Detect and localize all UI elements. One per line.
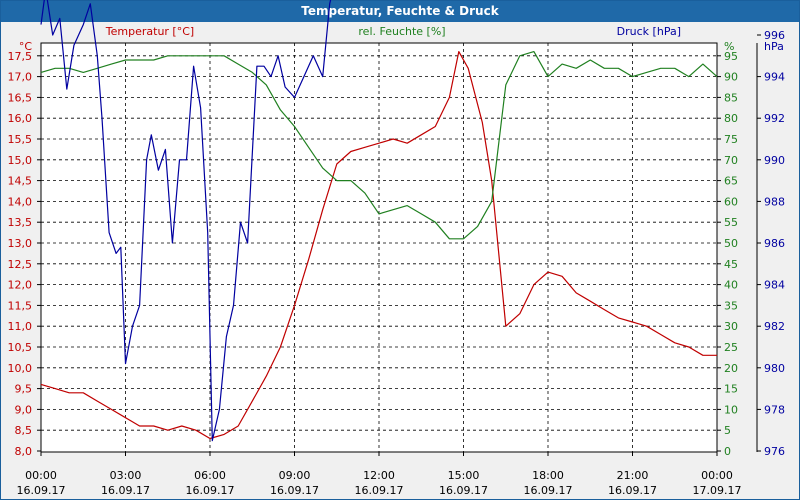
temperature-tick-label: 13,0 [8, 237, 33, 250]
temperature-tick-label: 15,5 [8, 133, 33, 146]
humidity-tick-label: 55 [724, 216, 738, 229]
pressure-tick-label: 994 [764, 71, 785, 84]
humidity-tick-label: 30 [724, 320, 738, 333]
pressure-tick-label: 984 [764, 279, 785, 292]
time-tick-label: 00:00 [701, 469, 733, 482]
temperature-unit: °C [19, 40, 33, 53]
pressure-tick-label: 988 [764, 195, 785, 208]
temperature-tick-label: 9,5 [15, 383, 33, 396]
time-tick-label: 12:00 [363, 469, 395, 482]
pressure-tick-label: 976 [764, 445, 785, 458]
date-tick-label: 16.09.17 [270, 484, 319, 497]
temperature-axis-title: Temperatur [°C] [105, 25, 194, 38]
pressure-tick-label: 978 [764, 403, 785, 416]
humidity-tick-label: 50 [724, 237, 738, 250]
date-tick-label: 16.09.17 [355, 484, 404, 497]
time-tick-label: 18:00 [532, 469, 564, 482]
humidity-tick-label: 20 [724, 362, 738, 375]
date-tick-label: 16.09.17 [608, 484, 657, 497]
humidity-series-line [40, 50, 718, 240]
humidity-axis: 0 5 10 15 20 25 30 35 40 45 50 55 60 65 70 75 80 85 90 95% [716, 40, 738, 458]
temperature-tick-label: 14,5 [8, 175, 33, 188]
humidity-tick-label: 45 [724, 258, 738, 271]
temperature-tick-label: 17,5 [8, 50, 33, 63]
humidity-tick-label: 15 [724, 383, 738, 396]
temperature-tick-label: 9,0 [15, 403, 33, 416]
temperature-tick-label: 10,5 [8, 341, 33, 354]
humidity-tick-label: 95 [724, 50, 738, 63]
date-tick-label: 16.09.17 [17, 484, 66, 497]
date-tick-label: 16.09.17 [524, 484, 573, 497]
temperature-tick-label: 16,5 [8, 91, 33, 104]
humidity-tick-label: 0 [724, 445, 731, 458]
humidity-tick-label: 25 [724, 341, 738, 354]
pressure-tick-label: 996 [764, 29, 785, 42]
temperature-tick-label: 8,0 [15, 445, 33, 458]
date-tick-label: 16.09.17 [101, 484, 150, 497]
humidity-tick-label: 40 [724, 279, 738, 292]
date-tick-label: 16.09.17 [439, 484, 488, 497]
humidity-tick-label: 90 [724, 71, 738, 84]
pressure-unit: hPa [764, 40, 784, 53]
temperature-tick-label: 12,5 [8, 258, 33, 271]
temperature-tick-label: 11,0 [8, 320, 33, 333]
axis-titles: Temperatur [°C] rel. Feuchte [%] Druck [hP… [105, 25, 681, 38]
temperature-axis: 8,0 8,5 9,0 9,5 10,0 10,5 11,0 11,5 12,0 12,5 13,0… [8, 40, 41, 458]
date-tick-label: 16.09.17 [186, 484, 235, 497]
humidity-tick-label: 60 [724, 195, 738, 208]
date-tick-label: 17.09.17 [693, 484, 742, 497]
series-group [40, 0, 718, 442]
temperature-tick-label: 11,5 [8, 299, 33, 312]
time-tick-label: 21:00 [617, 469, 649, 482]
time-tick-label: 15:00 [448, 469, 480, 482]
grid [41, 43, 717, 452]
time-tick-label: 00:00 [25, 469, 57, 482]
temperature-tick-label: 14,0 [8, 195, 33, 208]
humidity-tick-label: 75 [724, 133, 738, 146]
humidity-tick-label: 5 [724, 424, 731, 437]
humidity-axis-title: rel. Feuchte [%] [358, 25, 445, 38]
pressure-tick-label: 982 [764, 320, 785, 333]
humidity-tick-label: 10 [724, 403, 738, 416]
temperature-series-line [40, 50, 717, 440]
time-axis: 00:00 16.09.17 03:00 16.09.17 06:00 16.09.17 0… [17, 452, 742, 497]
temperature-tick-label: 15,0 [8, 154, 33, 167]
time-tick-label: 09:00 [279, 469, 311, 482]
temperature-tick-label: 12,0 [8, 279, 33, 292]
time-tick-label: 06:00 [194, 469, 226, 482]
time-tick-label: 03:00 [110, 469, 142, 482]
pressure-tick-label: 986 [764, 237, 785, 250]
pressure-tick-label: 980 [764, 362, 785, 375]
pressure-axis: 9769789809829849869889909929949969981.00… [756, 0, 785, 458]
temperature-tick-label: 8,5 [15, 424, 33, 437]
pressure-tick-label: 992 [764, 112, 785, 125]
humidity-tick-label: 65 [724, 175, 738, 188]
humidity-tick-label: 70 [724, 154, 738, 167]
humidity-tick-label: 80 [724, 112, 738, 125]
humidity-unit: % [724, 40, 734, 53]
pressure-series-line [40, 0, 332, 442]
window-title: Temperatur, Feuchte & Druck [1, 1, 799, 22]
temperature-tick-label: 16,0 [8, 112, 33, 125]
pressure-axis-title: Druck [hPa] [617, 25, 681, 38]
pressure-tick-label: 990 [764, 154, 785, 167]
humidity-tick-label: 85 [724, 91, 738, 104]
temperature-tick-label: 17,0 [8, 71, 33, 84]
temperature-tick-label: 13,5 [8, 216, 33, 229]
temperature-tick-label: 10,0 [8, 362, 33, 375]
humidity-tick-label: 35 [724, 299, 738, 312]
